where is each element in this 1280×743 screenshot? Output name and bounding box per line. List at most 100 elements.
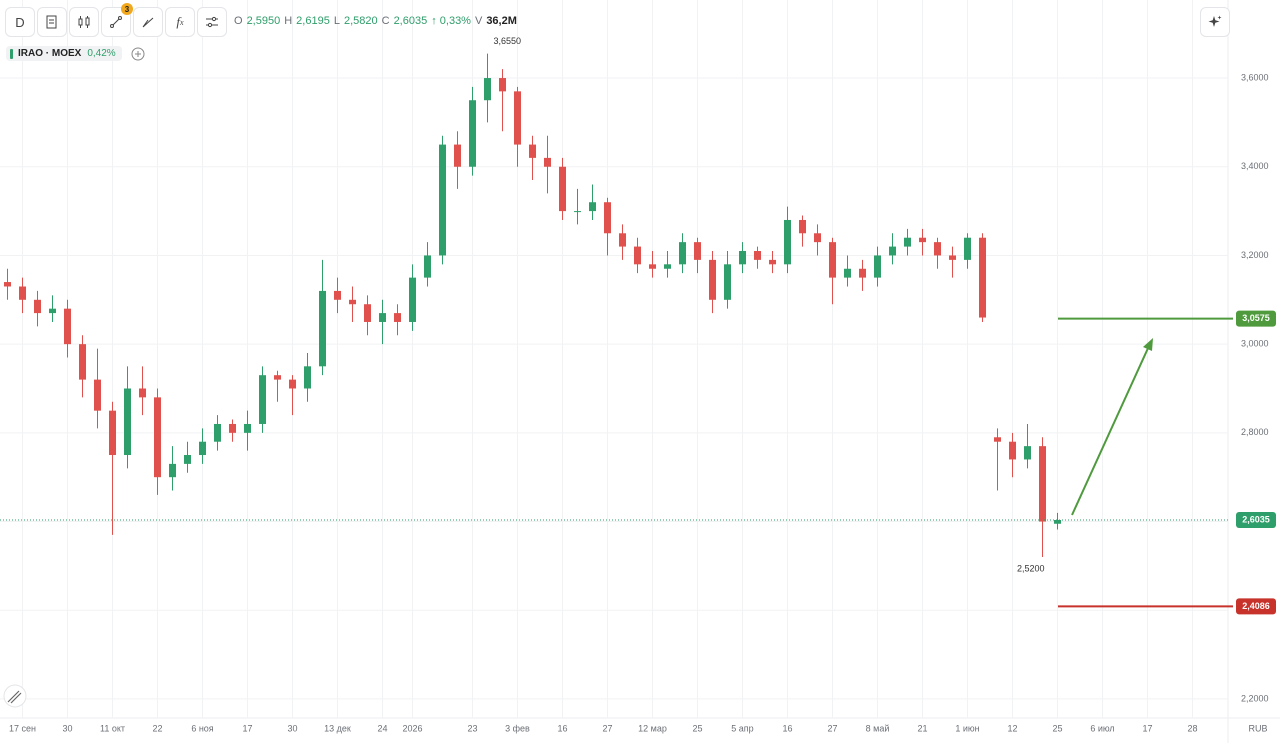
candle-body [754, 251, 761, 260]
volume-label: V [474, 15, 483, 27]
currency: RUB [1248, 723, 1267, 733]
candle-body [364, 304, 371, 322]
ohlc-label: C [381, 15, 390, 27]
candle-body [604, 202, 611, 234]
y-tick-label: 2,8000 [1241, 427, 1269, 437]
candle-body [769, 259, 776, 265]
indicators-button[interactable]: 3 [101, 3, 133, 37]
candle-body [259, 375, 266, 424]
candle-body [814, 233, 821, 243]
candle-body [529, 144, 536, 158]
candle-body [964, 237, 971, 260]
ai-button[interactable] [1200, 7, 1230, 37]
x-tick-label: 30 [62, 723, 72, 733]
add-indicator-button[interactable] [130, 46, 146, 62]
volume: 36,2M [486, 15, 517, 27]
candle-body [844, 268, 851, 278]
price-badge-label: 2,6035 [1242, 514, 1270, 524]
x-tick-label: 23 [467, 723, 477, 733]
settings-button[interactable] [197, 7, 227, 37]
x-tick-label: 3 фев [505, 723, 530, 733]
candle-body [64, 308, 71, 345]
candle-body [244, 423, 251, 433]
trend-arrow [1071, 338, 1153, 516]
candle-body [409, 277, 416, 322]
candle-body [874, 255, 881, 278]
drawing-button[interactable] [133, 7, 163, 37]
ohlc-value: 2,5950 [246, 15, 281, 27]
x-tick-label: 1 июн [955, 723, 979, 733]
candle-body [124, 388, 131, 456]
x-tick-label: 12 мар [638, 723, 667, 733]
candle-body [799, 219, 806, 234]
candle-body [829, 242, 836, 278]
interval: D [15, 14, 25, 30]
candle-body [319, 290, 326, 367]
x-tick-label: 30 [287, 723, 297, 733]
legend-item[interactable]: IRAO · MOEX 0,42% [6, 46, 122, 61]
x-tick-label: 8 май [866, 723, 890, 733]
y-tick-label: 3,4000 [1241, 161, 1269, 171]
ohlc-header: O 2,5950 H 2,6195 L 2,5820 C 2,6035 ↑ 0,33% V 36,2… [234, 15, 521, 27]
draw-tool-button[interactable] [3, 684, 27, 708]
x-tick-label: 6 июл [1090, 723, 1114, 733]
candle-body [1024, 446, 1031, 460]
ohlc-label: H [284, 15, 293, 27]
candle-body [709, 259, 716, 300]
candle-body [49, 308, 56, 314]
candle-body [154, 397, 161, 478]
candle-body [469, 100, 476, 167]
candle-body [589, 202, 596, 212]
candle-body [1039, 446, 1046, 522]
candle-body [979, 237, 986, 318]
alerts-badge: 3 [121, 3, 133, 15]
max-label: 3,6550 [494, 36, 522, 46]
legend-symbol: IRAO · MOEX [18, 48, 82, 59]
candle-body [559, 166, 566, 212]
x-tick-label: 24 [377, 723, 387, 733]
candle-body [379, 313, 386, 322]
x-tick-label: 17 [1142, 723, 1152, 733]
arrow-head [1143, 338, 1153, 351]
chart-type-button[interactable] [69, 7, 99, 37]
candle-body [544, 157, 551, 167]
candle-body [889, 246, 896, 256]
candle-body [4, 282, 11, 287]
ohlc-value: 2,5820 [343, 15, 378, 27]
ohlc-label: O [234, 15, 243, 27]
candle-body [904, 237, 911, 247]
price-badge-label: 3,0575 [1242, 313, 1270, 323]
candle-body [424, 255, 431, 278]
x-tick-label: 28 [1187, 723, 1197, 733]
candle-body [334, 290, 341, 300]
interval-button[interactable]: D [5, 7, 35, 37]
candle-body [949, 255, 956, 260]
change: ↑ 0,33% [431, 15, 471, 27]
candle-body [394, 313, 401, 322]
candle-body [484, 78, 491, 101]
candle-body [19, 286, 26, 300]
candle-body [289, 379, 296, 389]
x-tick-label: 16 [557, 723, 567, 733]
instrument-button[interactable] [37, 7, 67, 37]
candle-body [199, 441, 206, 456]
x-tick-label: 11 окт [100, 723, 125, 733]
x-tick-label: 25 [692, 723, 702, 733]
x-tick-label: 16 [782, 723, 792, 733]
y-tick-label: 3,0000 [1241, 339, 1269, 349]
candle-body [94, 379, 101, 411]
ohlc-value: 2,6035 [393, 15, 428, 27]
candle-body [664, 264, 671, 269]
candle-body [634, 246, 641, 265]
ohlc-value: 2,6195 [296, 15, 330, 27]
x-tick-label: 27 [827, 723, 837, 733]
candle-body [304, 366, 311, 389]
x-tick-label: 17 сен [9, 723, 36, 733]
x-tick-label: 25 [1052, 723, 1062, 733]
x-tick-label: 5 апр [731, 723, 753, 733]
candle-body [859, 268, 866, 278]
candle-body [694, 242, 701, 260]
